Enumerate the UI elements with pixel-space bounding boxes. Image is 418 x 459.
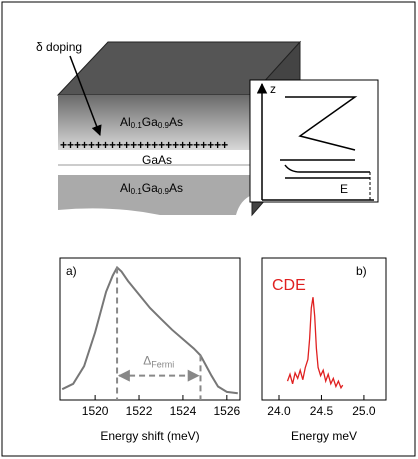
- well-layer: [58, 150, 252, 175]
- data-line: [286, 297, 344, 390]
- x-tick-label: 1520: [82, 404, 109, 418]
- delta: Δ: [143, 354, 151, 368]
- inset-box: [249, 79, 379, 203]
- doping-label: δ doping: [36, 40, 82, 54]
- x-tick-label: 1524: [170, 404, 197, 418]
- x-axis-label: Energy meV: [291, 429, 357, 443]
- potential-profile: [280, 96, 370, 179]
- data-line: [61, 265, 238, 395]
- fermi-subscript: Fermi: [151, 360, 174, 370]
- e-label: E: [340, 182, 348, 196]
- well-layer-label: GaAs: [142, 153, 172, 167]
- doping-marks: ++++++++++++++++++++++++: [60, 138, 228, 152]
- x-tick-label: 24.5: [310, 404, 334, 418]
- x-tick-label: 1522: [126, 404, 153, 418]
- panel-label: a): [66, 264, 77, 278]
- top-layer-label: Al0.1Ga0.9As: [120, 115, 183, 130]
- fermi-label: ΔFermi: [143, 354, 174, 370]
- x-axis-label: Energy shift (meV): [100, 429, 199, 443]
- peak-label: CDE: [272, 277, 306, 294]
- bottom-layer-label: Al0.1Ga0.9As: [120, 181, 183, 196]
- x-tick-label: 25.0: [352, 404, 376, 418]
- panel-label: b): [356, 264, 367, 278]
- top-layer: [58, 95, 252, 150]
- x-tick-label: 24.0: [267, 404, 291, 418]
- x-tick-label: 1526: [213, 404, 240, 418]
- bottom-layer: [58, 175, 252, 215]
- z-label: z: [270, 82, 276, 96]
- doping-arrow: [69, 55, 102, 136]
